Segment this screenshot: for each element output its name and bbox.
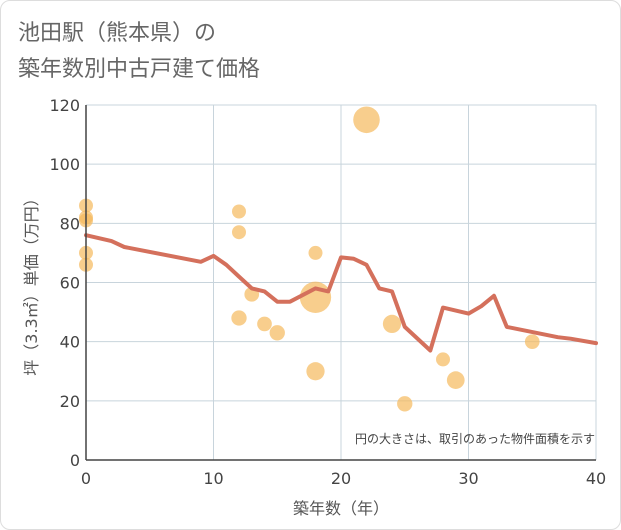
bubble-point-12 (299, 281, 332, 313)
y-tick-label-6: 120 (49, 96, 80, 115)
size-note: 円の大きさは、取引のあった物件面積を示す (355, 431, 595, 446)
x-tick-label-4: 40 (586, 469, 606, 488)
chart-title-line1: 池田駅（熊本県）の (18, 21, 217, 46)
bubble-point-17 (436, 352, 450, 367)
tick-labels: 0 10 20 30 40 0 20 40 60 80 100 120 (49, 96, 606, 488)
x-tick-label-2: 20 (331, 469, 351, 488)
bubble-point-15 (382, 314, 402, 334)
trend-line (84, 233, 598, 353)
x-tick-label-1: 10 (203, 469, 223, 488)
x-tick-label-3: 30 (458, 469, 478, 488)
bubble-point-18 (446, 371, 465, 389)
bubble-point-6 (232, 225, 246, 240)
chart-title: 池田駅（熊本県）の 築年数別中古戸建て価格 (18, 16, 260, 88)
bubble-point-7 (231, 310, 247, 326)
x-tick-label-0: 0 (81, 469, 91, 488)
y-axis-label: 坪（3.3㎡）単価（万円） (22, 190, 41, 375)
bubble-point-5 (232, 204, 246, 219)
bubble-point-10 (269, 325, 285, 341)
bubble-point-13 (306, 362, 325, 381)
bubble-point-19 (524, 334, 540, 350)
bubble-point-11 (308, 245, 323, 260)
x-axis-label: 築年数（年） (293, 499, 389, 518)
y-tick-label-0: 0 (70, 451, 80, 470)
y-tick-label-1: 20 (60, 392, 80, 411)
bubble-point-14 (353, 106, 380, 134)
y-tick-label-4: 80 (60, 214, 80, 233)
y-tick-label-5: 100 (49, 155, 80, 174)
y-tick-label-2: 40 (60, 333, 80, 352)
chart-title-line2: 築年数別中古戸建て価格 (18, 57, 261, 82)
y-tick-label-3: 60 (60, 274, 80, 293)
grid-lines (85, 104, 597, 461)
axes (85, 105, 596, 461)
bubble-point-9 (257, 316, 272, 332)
bubble-layer (79, 106, 540, 412)
bubble-point-16 (397, 396, 413, 412)
